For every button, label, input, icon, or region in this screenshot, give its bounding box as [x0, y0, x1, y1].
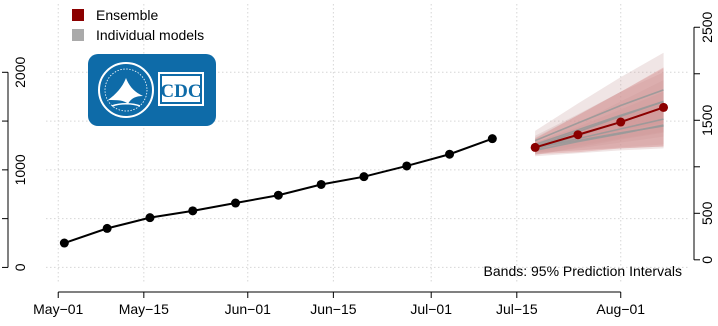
ensemble-point — [573, 130, 583, 140]
observed-series — [59, 134, 497, 248]
cdc-logo-badge-inner — [160, 74, 202, 104]
observed-point — [59, 238, 69, 248]
axes: May−01 May−15 Jun−01 Jun−15 Jul−01 Jul−15 Aug−… — [2, 11, 715, 317]
ensemble-point — [530, 142, 540, 152]
cdc-logo: CDC — [88, 54, 216, 126]
y-right-tick-label: 2500 — [699, 11, 715, 42]
ensemble-series — [530, 102, 669, 152]
x-tick-label: May−01 — [33, 301, 83, 317]
observed-point — [273, 190, 283, 200]
observed-point — [359, 172, 369, 182]
ensemble-point — [616, 117, 626, 127]
x-tick-label: Jul−15 — [496, 301, 538, 317]
legend-label-ensemble: Ensemble — [96, 7, 158, 23]
y-left-tick-label: 2000 — [12, 57, 28, 88]
cdc-logo-badge — [158, 72, 204, 106]
y-left-tick-label: 1000 — [12, 154, 28, 185]
prediction-interval-note: Bands: 95% Prediction Intervals — [484, 263, 682, 279]
model-line — [534, 100, 664, 146]
y-right-tick-label: 500 — [699, 201, 715, 225]
x-tick-label: Jun−15 — [310, 301, 357, 317]
y-left-tick-label: 0 — [12, 263, 28, 271]
x-tick-label: May−15 — [119, 301, 169, 317]
y-right-tick-label: 1500 — [699, 104, 715, 135]
observed-point — [231, 198, 241, 208]
legend: Ensemble Individual models — [72, 7, 204, 43]
cdc-logo-text: CDC — [160, 81, 201, 102]
model-line — [535, 125, 664, 149]
hhs-seal-icon — [98, 62, 154, 118]
legend-swatch-individual-models — [72, 29, 84, 41]
ensemble-line — [534, 106, 664, 149]
x-tick-label: Aug−01 — [596, 301, 645, 317]
observed-point — [188, 206, 198, 216]
observed-point — [402, 161, 412, 171]
y-right-tick-label: 0 — [699, 256, 715, 264]
observed-point — [487, 134, 497, 144]
observed-point — [316, 179, 326, 189]
grid — [46, 4, 688, 284]
ensemble-point — [659, 102, 669, 112]
legend-label-individual-models: Individual models — [96, 27, 204, 43]
x-tick-label: Jul−01 — [410, 301, 452, 317]
observed-point — [445, 149, 455, 159]
observed-point — [102, 223, 112, 233]
x-tick-label: Jun−01 — [225, 301, 272, 317]
observed-point — [145, 213, 155, 223]
ensemble-prediction-band — [535, 67, 664, 155]
model-line — [534, 89, 664, 142]
legend-swatch-ensemble — [72, 9, 84, 21]
